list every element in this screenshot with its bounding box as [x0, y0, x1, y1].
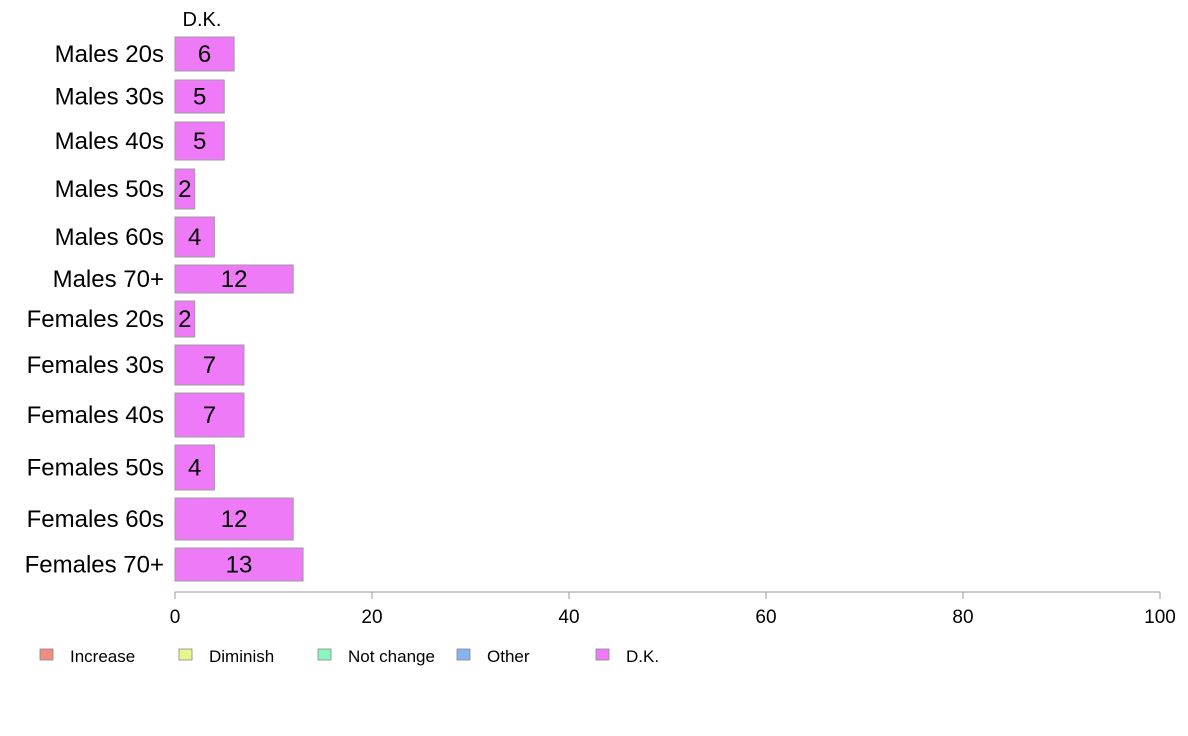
bars-group: Males 20s 6 Males 30s 5 Males 40s 5 Males 50s 2… [25, 36, 304, 582]
bar [174, 444, 215, 491]
data-label: 12 [221, 506, 248, 533]
category-label: Females 70+ [25, 552, 164, 579]
category-label: Males 20s [55, 41, 164, 68]
legend-label: D.K. [626, 647, 659, 666]
bar [174, 300, 196, 338]
category-label: Females 40s [27, 402, 164, 429]
category-label: Males 50s [55, 176, 164, 203]
data-label: 12 [221, 266, 248, 293]
category-label: Males 60s [55, 224, 164, 251]
bar [174, 36, 235, 72]
category-label: Females 30s [27, 352, 164, 379]
legend-label: Diminish [209, 647, 274, 666]
bar [174, 168, 196, 210]
bar [174, 344, 245, 386]
data-label: 5 [193, 84, 206, 111]
data-label: 13 [226, 552, 253, 579]
legend-swatch [317, 648, 332, 661]
legend: Increase Diminish Not change Other D.K. [39, 647, 659, 666]
x-tick-label: 40 [558, 607, 579, 628]
legend-label: Not change [348, 647, 435, 666]
data-label: 6 [198, 41, 211, 68]
bar [174, 216, 215, 258]
legend-swatch [39, 648, 54, 661]
category-label: Males 30s [55, 84, 164, 111]
category-label: Females 60s [27, 506, 164, 533]
category-label: Males 40s [55, 128, 164, 155]
bar [174, 121, 225, 161]
bar [174, 392, 245, 438]
category-label: Males 70+ [53, 266, 164, 293]
column-header: D.K. [183, 9, 222, 31]
category-label: Females 50s [27, 455, 164, 482]
legend-swatch [456, 648, 471, 661]
data-label: 5 [193, 128, 206, 155]
data-label: 7 [203, 402, 216, 429]
data-label: 4 [188, 455, 201, 482]
x-tick-label: 0 [170, 607, 181, 628]
data-label: 7 [203, 352, 216, 379]
bar [174, 497, 294, 541]
legend-label: Increase [70, 647, 135, 666]
legend-swatch [178, 648, 193, 661]
x-tick-label: 60 [755, 607, 776, 628]
data-label: 4 [188, 224, 201, 251]
x-tick-label: 20 [361, 607, 382, 628]
legend-label: Other [487, 647, 530, 666]
data-label: 2 [178, 176, 191, 203]
bar [174, 547, 304, 582]
legend-swatch [595, 648, 610, 661]
data-label: 2 [178, 306, 191, 333]
bar [174, 79, 225, 114]
category-label: Females 20s [27, 306, 164, 333]
bar [174, 264, 294, 294]
x-tick-label: 100 [1144, 607, 1176, 628]
x-axis-ticks: 0 20 40 60 80 100 [170, 592, 1176, 628]
x-tick-label: 80 [952, 607, 973, 628]
